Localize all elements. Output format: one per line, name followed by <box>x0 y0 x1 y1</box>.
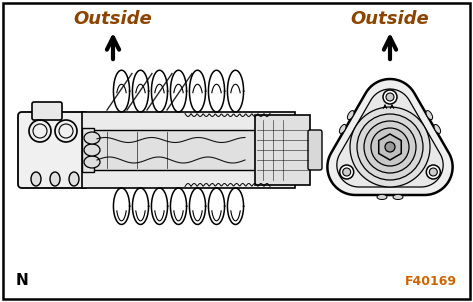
Circle shape <box>350 107 430 187</box>
Circle shape <box>426 165 440 179</box>
Ellipse shape <box>340 124 346 133</box>
Bar <box>87 130 255 170</box>
Polygon shape <box>327 79 453 195</box>
Ellipse shape <box>84 132 100 144</box>
Ellipse shape <box>434 124 441 133</box>
Circle shape <box>343 168 350 176</box>
Circle shape <box>385 142 395 152</box>
Circle shape <box>429 168 438 176</box>
Ellipse shape <box>377 194 387 200</box>
Circle shape <box>364 121 416 173</box>
Bar <box>255 115 310 185</box>
Ellipse shape <box>426 111 433 120</box>
Polygon shape <box>337 89 443 187</box>
Bar <box>82 128 94 172</box>
Ellipse shape <box>347 111 354 120</box>
Text: F40169: F40169 <box>405 275 457 288</box>
Ellipse shape <box>84 156 100 168</box>
Text: Outside: Outside <box>350 10 429 28</box>
Ellipse shape <box>84 144 100 156</box>
Ellipse shape <box>50 172 60 186</box>
Circle shape <box>340 165 354 179</box>
FancyBboxPatch shape <box>308 130 322 170</box>
Circle shape <box>357 114 423 180</box>
Polygon shape <box>379 134 401 160</box>
Bar <box>82 112 295 188</box>
Circle shape <box>386 93 394 101</box>
Text: N: N <box>16 273 29 288</box>
Ellipse shape <box>31 172 41 186</box>
Ellipse shape <box>393 194 403 200</box>
Circle shape <box>371 128 409 166</box>
Circle shape <box>383 90 397 104</box>
Ellipse shape <box>69 172 79 186</box>
FancyBboxPatch shape <box>18 112 88 188</box>
Text: Outside: Outside <box>74 10 152 28</box>
FancyBboxPatch shape <box>32 102 62 120</box>
